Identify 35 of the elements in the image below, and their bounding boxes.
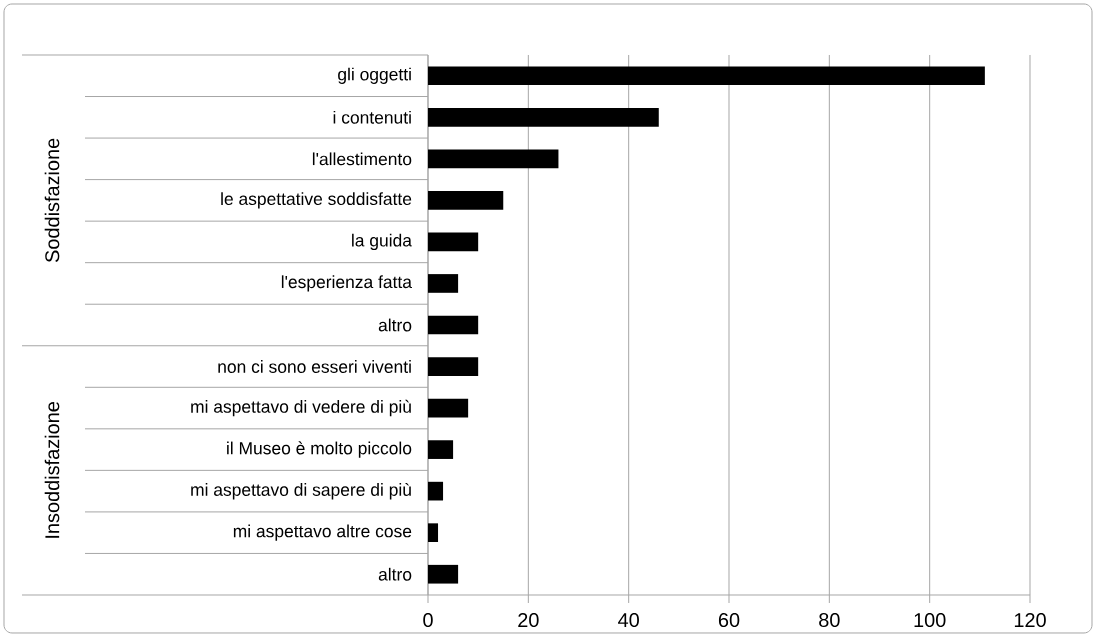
- y-tick-label: l'esperienza fatta: [281, 275, 412, 292]
- y-tick-label: l'allestimento: [312, 152, 412, 166]
- x-tick-label: 60: [718, 613, 740, 628]
- y-tick-label: le aspettative soddisfatte: [221, 192, 412, 209]
- y-tick-label: altro: [378, 318, 412, 332]
- y-tick-label: altro: [378, 567, 412, 581]
- y-tick-label: mi aspettavo di sapere di più: [191, 482, 411, 500]
- x-tick-label: 100: [914, 613, 946, 628]
- text: Insoddisfazione: [44, 402, 60, 538]
- x-tick-label: 80: [819, 613, 840, 628]
- y-tick-label: i contenuti: [333, 110, 411, 124]
- bar: [428, 107, 659, 127]
- bar: [428, 149, 559, 169]
- bar: [428, 481, 444, 501]
- bar: [428, 315, 479, 335]
- bar: [428, 398, 469, 418]
- x-tick-label: 120: [1014, 613, 1046, 628]
- x-tick-label: 20: [518, 613, 539, 628]
- bar: [428, 564, 459, 584]
- bar: [428, 274, 459, 293]
- x-tick-label: 0: [423, 613, 433, 628]
- bar: [428, 232, 479, 252]
- bar: [428, 357, 479, 376]
- bar: [428, 66, 985, 86]
- y-tick-label: la guida: [352, 233, 412, 251]
- y-tick-label: mi aspettavo altre cose: [233, 524, 412, 541]
- y-tick-label: non ci sono esseri viventi: [218, 360, 411, 373]
- bar: [428, 440, 454, 459]
- y-tick-label: mi aspettavo di vedere di più: [191, 399, 411, 417]
- y-tick-label: il Museo è molto piccolo: [227, 441, 412, 458]
- text: Soddisfazione: [44, 138, 60, 263]
- bar: [428, 191, 504, 210]
- y-tick-label: gli oggetti: [338, 67, 411, 84]
- bar: [428, 523, 439, 543]
- x-tick-label: 40: [618, 613, 639, 628]
